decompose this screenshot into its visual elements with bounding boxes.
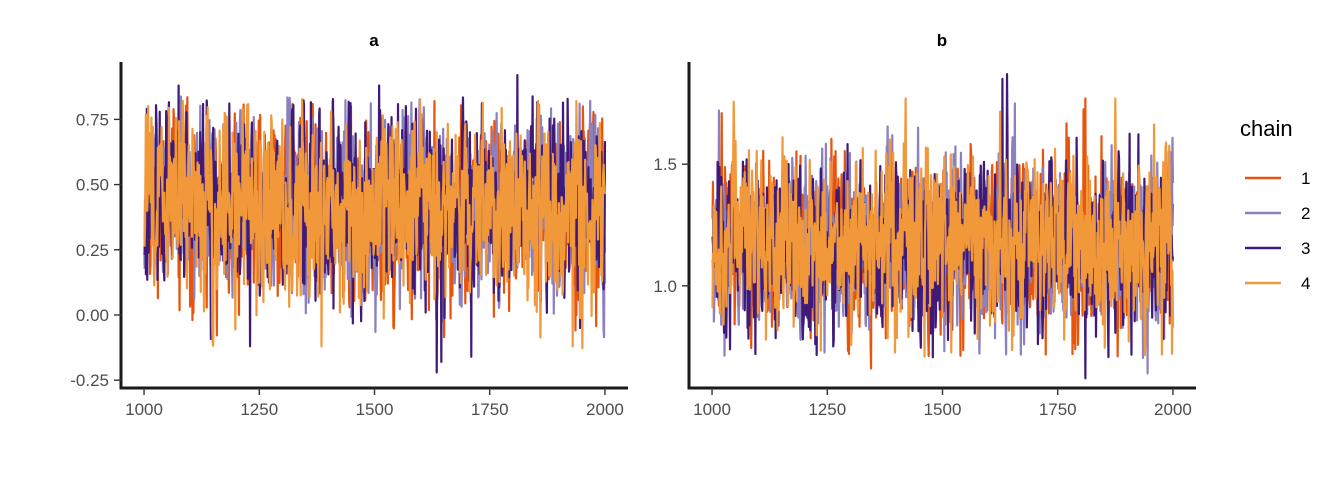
legend-label-chain-4: 4 (1301, 274, 1310, 293)
panel-b-x-tick-label-2000: 2000 (1154, 400, 1192, 419)
panel-b-axes: 1000 1250 1500 1750 2000 1.0 1.5 (653, 62, 1196, 419)
panel-b-title: b (937, 31, 947, 50)
panel-b-chain-4-line (711, 97, 1175, 358)
legend: chain 1 2 3 4 (1240, 116, 1310, 293)
legend-label-chain-2: 2 (1301, 204, 1310, 223)
panel-a-y-tick-label-0: -0.25 (70, 371, 109, 390)
panel-b: b 1000 1250 1500 1750 2000 1.0 1.5 (653, 31, 1196, 419)
panel-a-series (143, 73, 607, 374)
legend-title: chain (1240, 116, 1293, 141)
panel-b-x-tick-label-1000: 1000 (693, 400, 731, 419)
panel-b-x-tick-label-1250: 1250 (808, 400, 846, 419)
legend-label-chain-1: 1 (1301, 169, 1310, 188)
panel-b-y-tick-label-1: 1.5 (653, 155, 677, 174)
panel-a-chain-4-line (143, 98, 607, 350)
panel-a-x-tick-label-1750: 1750 (471, 400, 509, 419)
panel-a-title: a (369, 31, 379, 50)
panel-a-x-tick-label-1250: 1250 (240, 400, 278, 419)
panel-a-x-tick-label-1500: 1500 (356, 400, 394, 419)
panel-b-x-tick-label-1750: 1750 (1039, 400, 1077, 419)
panel-a-y-tick-label-1: 0.00 (76, 306, 109, 325)
panel-a: a 1000 1250 1500 1750 2000 -0.25 0.00 0.25 0.50 0… (70, 31, 628, 419)
panel-a-y-tick-label-4: 0.75 (76, 110, 109, 129)
panel-b-y-tick-label-0: 1.0 (653, 277, 677, 296)
panel-a-axes: 1000 1250 1500 1750 2000 -0.25 0.00 0.25 0.50 0.7… (70, 62, 628, 419)
panel-a-x-tick-label-1000: 1000 (125, 400, 163, 419)
panel-a-y-tick-label-3: 0.50 (76, 176, 109, 195)
panel-a-x-tick-label-2000: 2000 (586, 400, 624, 419)
panel-b-series (711, 73, 1175, 380)
panel-b-x-tick-label-1500: 1500 (924, 400, 962, 419)
legend-label-chain-3: 3 (1301, 239, 1310, 258)
panel-a-y-tick-label-2: 0.25 (76, 241, 109, 260)
